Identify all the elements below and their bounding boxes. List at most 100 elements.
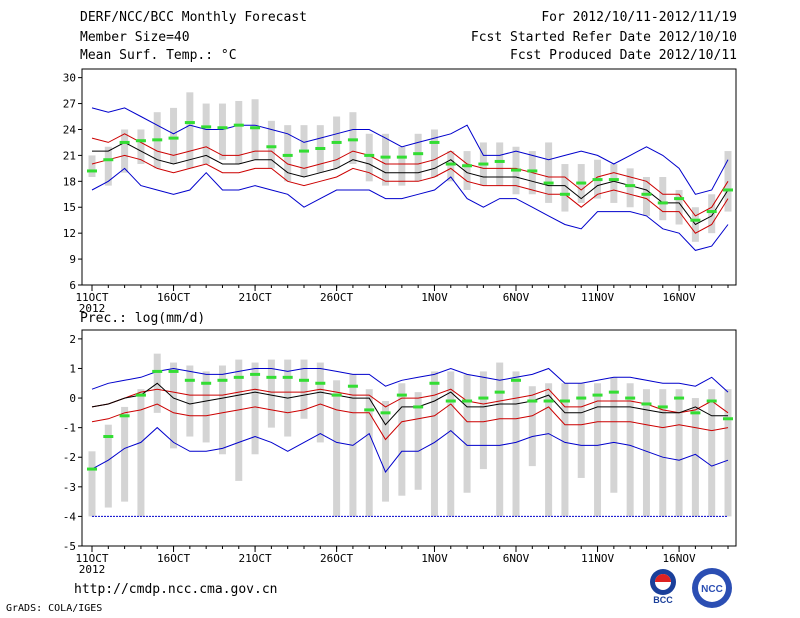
temp-observed-mark: [364, 153, 375, 157]
temp-observed-mark: [201, 125, 212, 129]
prec-xtick-label: 16OCT: [157, 552, 190, 565]
temp-observed-mark: [87, 169, 97, 173]
bcc-logo: BCC: [650, 569, 676, 605]
temp-member-box: [675, 189, 683, 225]
temp-observed-mark: [250, 126, 261, 130]
prec-observed-mark: [641, 402, 652, 406]
prec-observed-mark: [135, 393, 146, 397]
temp-observed-mark: [429, 140, 440, 144]
temp-member-box: [186, 92, 194, 169]
temp-xtick-label: 11OCT: [75, 291, 108, 304]
temp-series-max: [91, 107, 729, 195]
header-produced-date: Fcst Produced Date 2012/10/11: [510, 48, 737, 63]
prec-observed-mark: [87, 467, 97, 471]
temp-member-box: [561, 164, 569, 212]
prec-member-box: [333, 380, 341, 517]
temp-observed-mark: [266, 145, 277, 149]
prec-observed-mark: [657, 405, 668, 409]
prec-observed-mark: [674, 396, 685, 400]
footer-url[interactable]: http://cmdp.ncc.cma.gov.cn: [74, 582, 278, 597]
temp-observed-mark: [282, 153, 293, 157]
temp-observed-mark: [576, 181, 587, 185]
prec-observed-mark: [559, 399, 570, 403]
temp-ytick-label: 27: [63, 98, 76, 111]
temp-observed-mark: [511, 168, 521, 172]
bcc-logo-label: BCC: [653, 595, 673, 605]
temp-xtick-label: 1NOV: [421, 291, 448, 304]
temp-observed-mark: [396, 155, 407, 159]
temp-year-label: 2012: [79, 302, 106, 315]
temp-xtick-label: 6NOV: [503, 291, 530, 304]
temp-xtick-label: 16OCT: [157, 291, 190, 304]
temp-observed-mark: [233, 123, 244, 127]
prec-observed-mark: [103, 435, 114, 439]
prec-observed-mark: [413, 405, 424, 409]
temp-member-box: [610, 164, 618, 203]
temp-series-upper: [91, 133, 729, 217]
prec-member-box: [316, 362, 324, 443]
temp-observed-mark: [657, 201, 668, 205]
prec-member-box: [496, 362, 504, 517]
prec-member-box: [137, 389, 145, 517]
temp-member-box: [284, 125, 292, 182]
header-period: For 2012/10/11-2012/11/19: [541, 10, 737, 25]
prec-member-box: [398, 383, 406, 496]
prec-series-min: [91, 426, 729, 473]
temp-observed-mark: [347, 138, 358, 142]
prec-observed-mark: [299, 378, 309, 382]
prec-member-box: [626, 383, 634, 517]
prec-observed-mark: [266, 375, 277, 379]
prec-xtick-label: 6NOV: [503, 552, 530, 565]
temp-member-box: [642, 177, 650, 216]
prec-series-mean: [91, 382, 728, 426]
prec-observed-mark: [445, 399, 456, 403]
prec-observed-mark: [364, 408, 375, 412]
prec-member-box: [300, 359, 308, 419]
temp-series-mean: [92, 141, 729, 226]
prec-member-box: [186, 365, 194, 437]
prec-member-box: [594, 383, 602, 517]
temp-member-box: [267, 120, 275, 169]
temp-member-box: [398, 146, 406, 186]
prec-member-box: [447, 371, 455, 517]
prec-observed-mark: [282, 375, 293, 379]
prec-observed-mark: [201, 381, 212, 385]
temp-observed-mark: [413, 152, 424, 156]
temp-observed-mark: [331, 140, 342, 144]
prec-observed-mark: [527, 399, 538, 403]
prec-ytick-label: -1: [63, 422, 76, 435]
prec-observed-mark: [250, 372, 261, 376]
temp-xtick-label: 16NOV: [663, 291, 696, 304]
ncc-logo-label: NCC: [701, 584, 723, 595]
prec-observed-mark: [625, 396, 636, 400]
temp-member-box: [104, 146, 112, 186]
prec-member-box: [512, 371, 520, 517]
temp-observed-mark: [152, 138, 163, 142]
temp-ytick-label: 21: [63, 149, 76, 162]
temp-observed-mark: [119, 140, 130, 144]
prec-member-box: [218, 365, 226, 455]
temp-member-box: [88, 155, 96, 177]
temp-observed-mark: [478, 162, 489, 166]
prec-ytick-label: -5: [63, 540, 76, 553]
prec-observed-mark: [592, 393, 603, 397]
temp-observed-mark: [445, 162, 456, 166]
prec-xtick-label: 26OCT: [320, 552, 353, 565]
prec-observed-mark: [429, 381, 440, 385]
temp-member-box: [382, 133, 390, 186]
prec-member-box: [267, 359, 275, 428]
prec-member-box: [724, 389, 732, 517]
prec-observed-mark: [511, 378, 521, 382]
temp-observed-mark: [184, 121, 195, 125]
temp-observed-mark: [168, 136, 179, 140]
prec-member-box: [414, 392, 422, 490]
temp-panel: 6 9 12 15 18 21 24 27 30 11OCT 16OCT 21OCT 26OCT 1NOV…: [63, 68, 737, 315]
temp-observed-mark: [543, 181, 554, 185]
temp-ytick-label: 6: [69, 279, 76, 292]
temp-series-lower: [91, 154, 729, 234]
prec-observed-mark: [608, 390, 619, 394]
temp-member-box: [414, 133, 422, 182]
temp-observed-mark: [723, 188, 733, 192]
temp-ytick-label: 30: [63, 72, 76, 85]
prec-observed-mark: [478, 396, 489, 400]
